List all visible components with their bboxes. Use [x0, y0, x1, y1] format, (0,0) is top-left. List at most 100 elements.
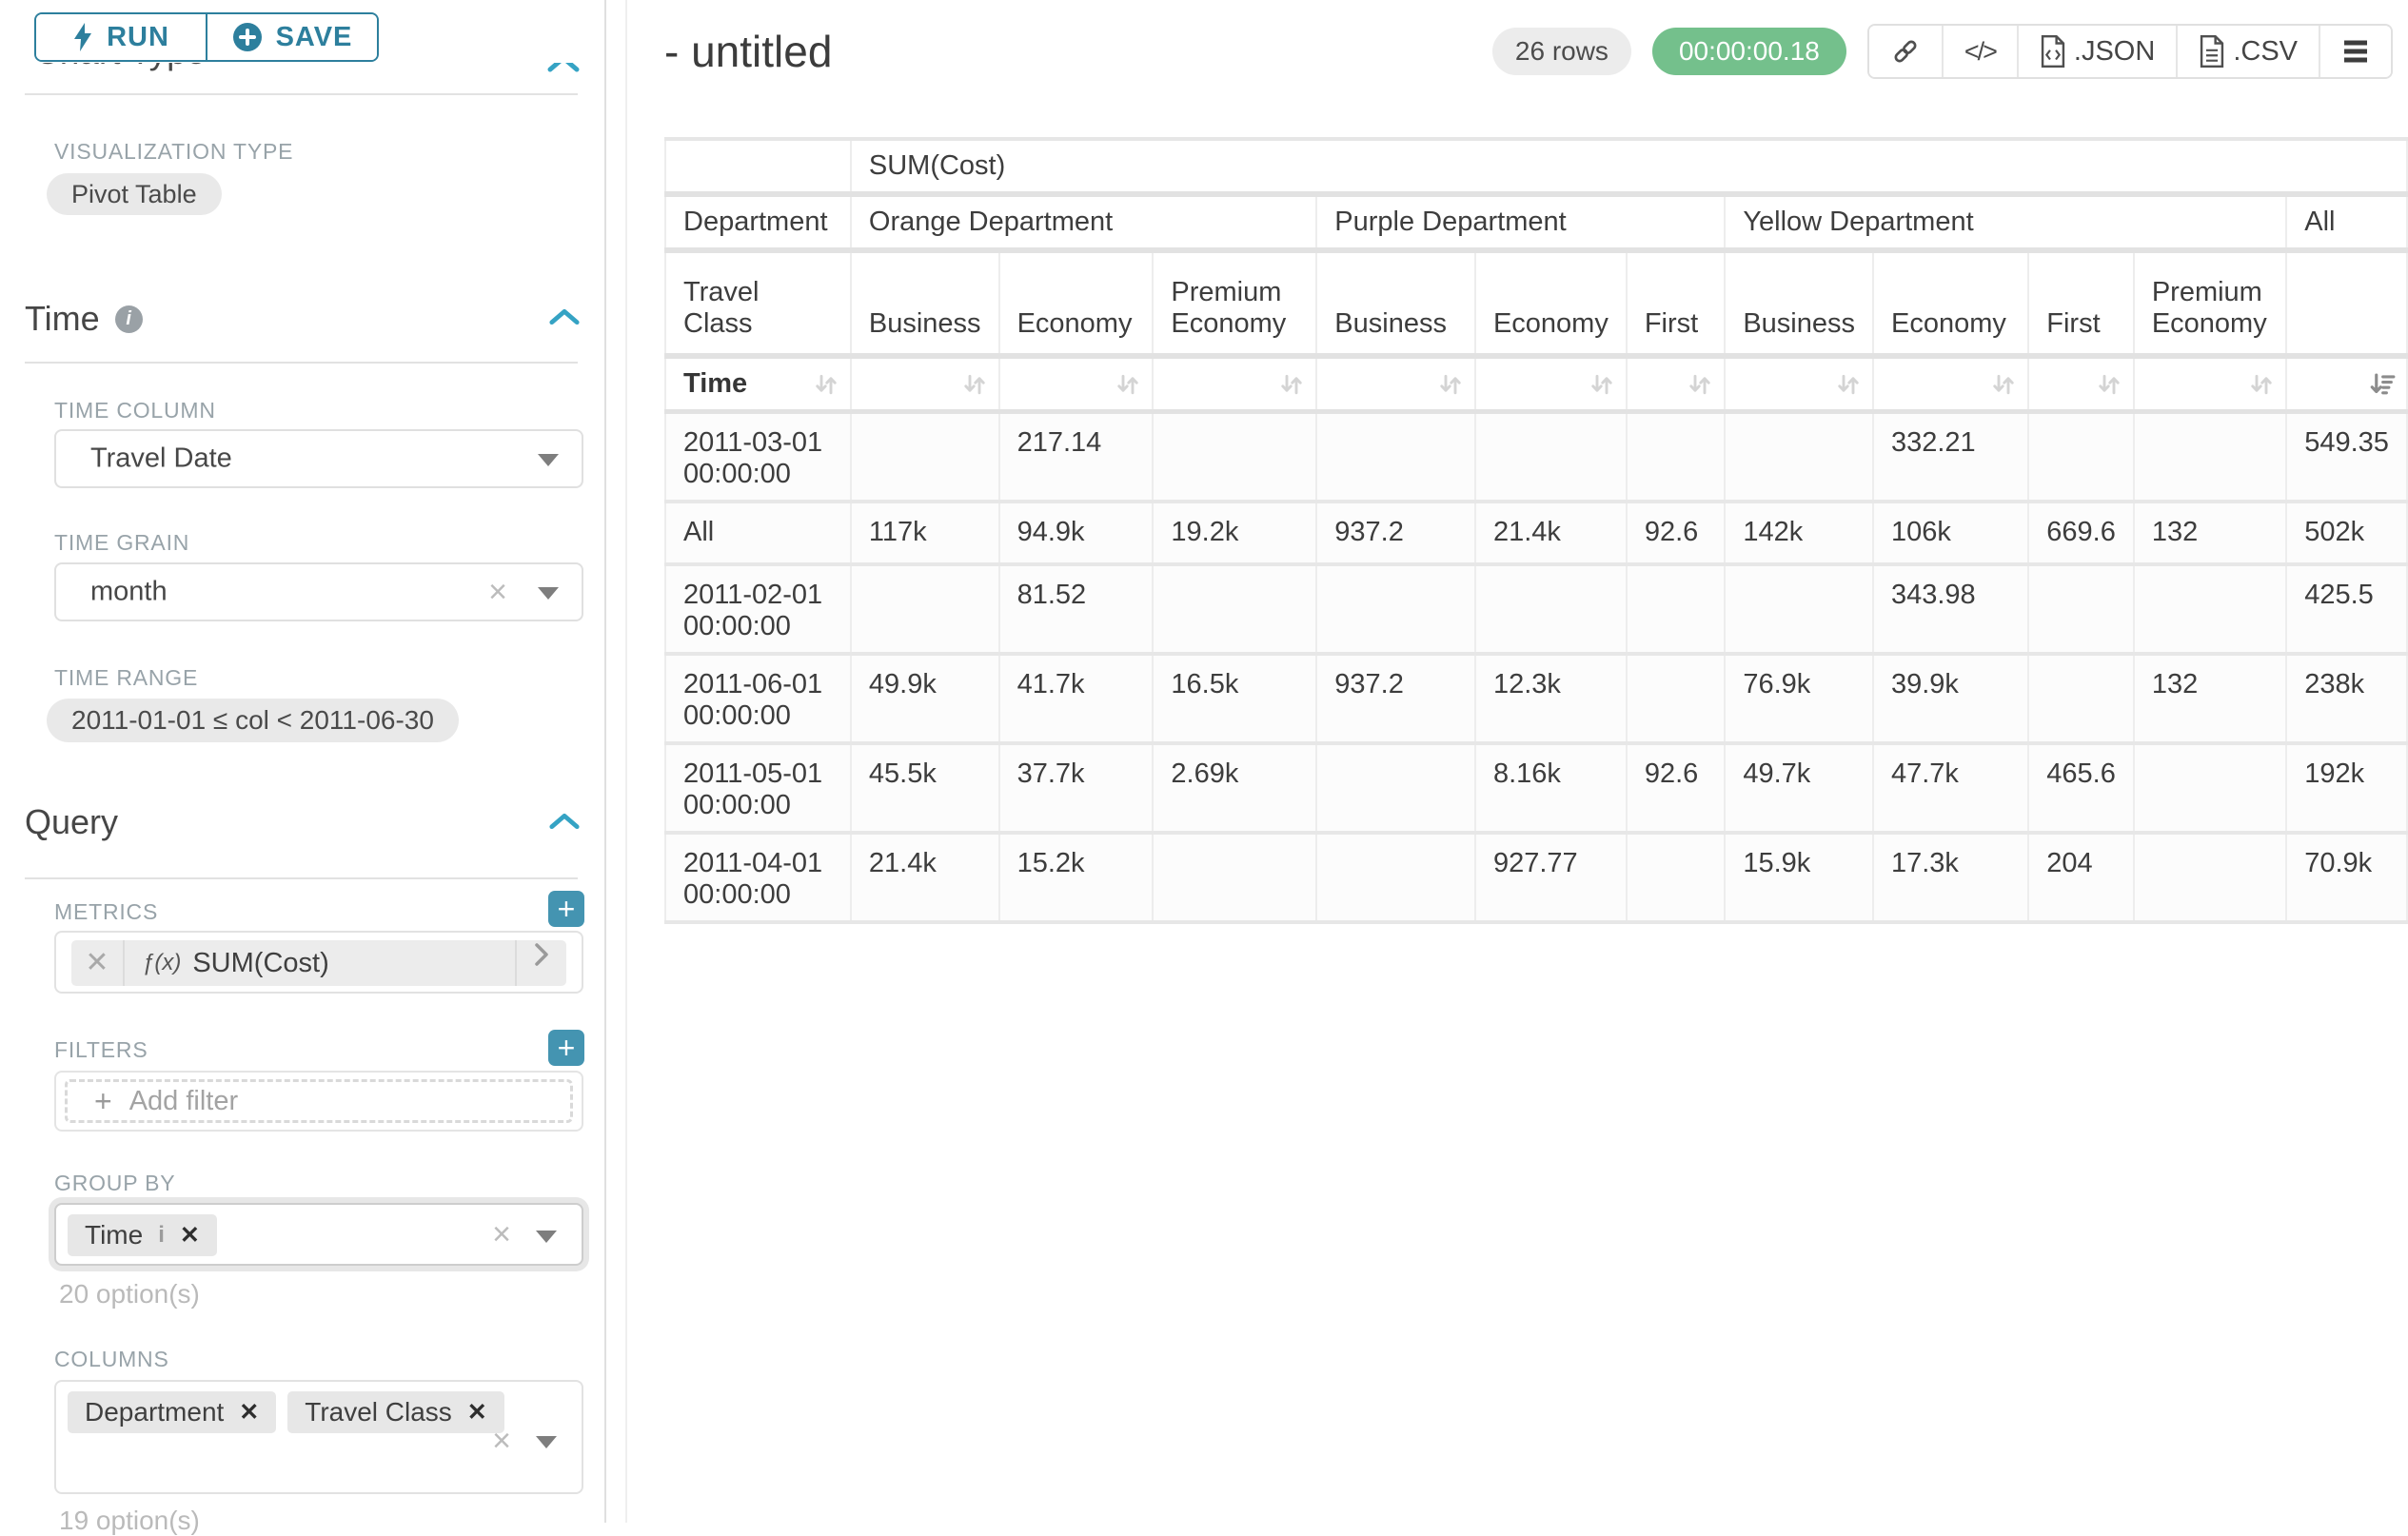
run-button[interactable]: RUN [36, 14, 206, 60]
chevron-up-icon[interactable] [548, 811, 581, 837]
table-row: 2011-06-01 00:00:00 49.9k 41.7k 16.5k 937.2 1… [664, 653, 2408, 745]
add-filter-button[interactable]: + Add filter [65, 1079, 573, 1123]
remove-metric-icon[interactable]: ✕ [71, 940, 125, 986]
sort-header-active[interactable] [2285, 355, 2408, 414]
travel-class-cell [2285, 249, 2408, 359]
view-query-button[interactable]: </> [1941, 26, 2017, 77]
panel-divider[interactable] [625, 0, 627, 1523]
value-cell: 2.69k [1152, 742, 1318, 835]
value-cell: 132 [2132, 653, 2288, 745]
save-button[interactable]: SAVE [206, 14, 377, 60]
value-cell: 49.7k [1724, 742, 1874, 835]
field-tag-label: Department [85, 1397, 225, 1427]
sort-header[interactable] [1871, 355, 2030, 414]
time-row-label: Time [683, 368, 748, 399]
chevron-up-icon[interactable] [548, 306, 581, 332]
json-file-icon [2041, 35, 2065, 68]
travel-class-cell: Business [1724, 249, 1874, 359]
sort-header[interactable] [1625, 355, 1727, 414]
sort-toggle-icon[interactable] [1114, 370, 1142, 399]
sort-header[interactable] [1473, 355, 1628, 414]
value-cell: 19.2k [1152, 501, 1318, 566]
time-grain-select[interactable]: month × [54, 562, 583, 621]
info-icon: i [158, 1222, 165, 1248]
value-cell: 17.3k [1871, 832, 2030, 924]
value-cell: 92.6 [1625, 742, 1727, 835]
csv-file-icon [2201, 35, 2224, 68]
time-grain-label: TIME GRAIN [54, 530, 190, 555]
table-row: 2011-02-01 00:00:00 81.52 343.98 425.5 [664, 563, 2408, 656]
sort-toggle-icon[interactable] [1588, 370, 1616, 399]
sort-header[interactable] [1152, 355, 1318, 414]
export-csv-button[interactable]: .CSV [2176, 26, 2319, 77]
group-by-select[interactable]: Time i ✕ × [54, 1203, 583, 1266]
columns-select[interactable]: Department ✕ Travel Class ✕ × [54, 1380, 583, 1494]
chart-title[interactable]: - untitled [664, 27, 833, 76]
columns-options-hint: 19 option(s) [59, 1506, 200, 1535]
metric-item[interactable]: ✕ ƒ(x) SUM(Cost) [71, 940, 566, 986]
clear-icon[interactable]: × [492, 1216, 511, 1252]
remove-tag-icon[interactable]: ✕ [179, 1222, 200, 1249]
value-cell [1315, 563, 1476, 656]
filters-box: + Add filter [54, 1071, 583, 1132]
value-cell: 332.21 [1871, 410, 2030, 503]
field-tag-label: Time [85, 1220, 144, 1250]
clear-icon[interactable]: × [488, 574, 507, 610]
sort-header[interactable] [2132, 355, 2288, 414]
sort-toggle-icon[interactable] [960, 370, 989, 399]
value-cell: 192k [2285, 742, 2408, 835]
sort-toggle-icon[interactable] [1686, 370, 1714, 399]
field-tag[interactable]: Department ✕ [68, 1391, 277, 1433]
viz-type-pill[interactable]: Pivot Table [47, 173, 222, 215]
field-tag[interactable]: Travel Class ✕ [287, 1391, 504, 1433]
export-toolbar: </> .JSON .CSV [1866, 24, 2393, 79]
sort-toggle-icon[interactable] [2095, 370, 2123, 399]
time-column-select[interactable]: Travel Date [54, 429, 583, 488]
value-cell: 76.9k [1724, 653, 1874, 745]
sort-header[interactable] [2027, 355, 2135, 414]
travel-class-cell: Economy [1871, 249, 2030, 359]
travel-class-cell: Economy [1473, 249, 1628, 359]
value-cell: 927.77 [1473, 832, 1628, 924]
value-cell: 204 [2027, 832, 2135, 924]
share-link-button[interactable] [1868, 26, 1942, 77]
export-json-button[interactable]: .JSON [2016, 26, 2177, 77]
sort-toggle-icon[interactable] [1436, 370, 1465, 399]
value-cell: 142k [1724, 501, 1874, 566]
sort-header[interactable] [997, 355, 1155, 414]
chart-header: - untitled 26 rows 00:00:00.18 </> [664, 21, 2393, 82]
remove-tag-icon[interactable]: ✕ [239, 1399, 260, 1426]
sort-toggle-icon[interactable] [1277, 370, 1306, 399]
travel-class-cell: Economy [997, 249, 1155, 359]
sort-toggle-icon[interactable] [1834, 370, 1863, 399]
viz-type-label: VISUALIZATION TYPE [54, 139, 294, 164]
caret-down-icon [536, 1436, 557, 1448]
travel-class-cell: Business [1315, 249, 1476, 359]
value-cell: 92.6 [1625, 501, 1727, 566]
add-metric-button[interactable]: + [548, 891, 584, 927]
sort-header[interactable] [1724, 355, 1874, 414]
add-filter-plus-button[interactable]: + [548, 1030, 584, 1066]
time-section-heading: Time i [25, 299, 143, 339]
time-range-pill[interactable]: 2011-01-01 ≤ col < 2011-06-30 [47, 699, 459, 742]
table-row: 2011-05-01 00:00:00 45.5k 37.7k 2.69k 8.16k 9… [664, 742, 2408, 835]
sort-toggle-icon[interactable] [812, 370, 840, 399]
sort-header[interactable] [849, 355, 1000, 414]
time-sort-header[interactable]: Time [664, 355, 852, 414]
value-cell [1473, 410, 1628, 503]
sort-toggle-icon[interactable] [2247, 370, 2276, 399]
value-cell [1724, 563, 1874, 656]
value-cell: 217.14 [997, 410, 1155, 503]
clear-icon[interactable]: × [492, 1423, 511, 1459]
sort-toggle-icon[interactable] [1989, 370, 2018, 399]
sort-desc-icon[interactable] [2368, 370, 2397, 399]
chevron-right-icon[interactable] [515, 940, 566, 986]
field-tag[interactable]: Time i ✕ [68, 1214, 217, 1256]
sort-header[interactable] [1315, 355, 1476, 414]
remove-tag-icon[interactable]: ✕ [466, 1399, 487, 1426]
metric-header-cell: SUM(Cost) [849, 137, 2408, 197]
value-cell: 94.9k [997, 501, 1155, 566]
pivot-table-container: SUM(Cost) Department Orange Department Purp… [664, 137, 2408, 924]
menu-button[interactable] [2319, 26, 2391, 77]
time-heading-label: Time [25, 299, 100, 338]
